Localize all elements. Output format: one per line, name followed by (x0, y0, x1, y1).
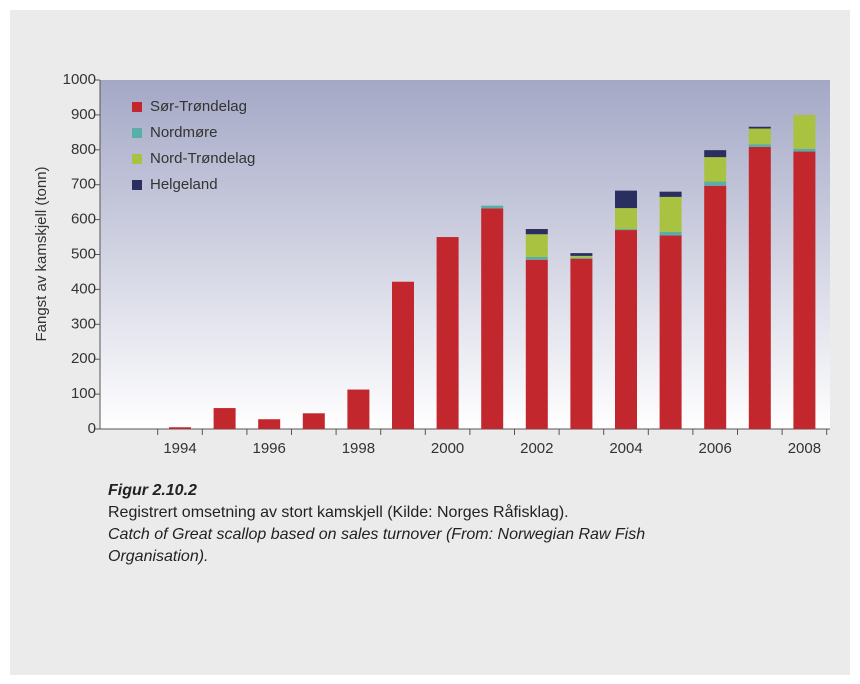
bar-segment (570, 255, 593, 258)
x-tick-label: 2000 (431, 440, 464, 457)
bar-segment (704, 150, 727, 158)
bar-segment (570, 257, 593, 259)
bar-segment (570, 253, 593, 256)
bar-segment (392, 281, 414, 429)
y-tick-label: 0 (88, 420, 96, 437)
caption-text: Registrert omsetning av stort kamskjell … (108, 504, 569, 521)
bar-segment (793, 151, 816, 430)
bar-segment (525, 259, 548, 429)
bar-segment (481, 208, 504, 429)
y-tick-label: 500 (71, 245, 96, 262)
legend-label: Nordmøre (150, 124, 218, 141)
bar-segment (793, 148, 816, 152)
caption-text-en: Catch of Great scallop based on sales tu… (108, 526, 646, 565)
bar-segment (570, 258, 593, 429)
bar-segment (169, 427, 191, 429)
legend-swatch (132, 180, 142, 190)
bar-segment (748, 144, 771, 148)
bar-segment (748, 126, 771, 129)
bar-segment (659, 191, 682, 197)
bar-segment (659, 196, 682, 232)
y-axis-label: Fangst av kamskjell (tonn) (33, 166, 50, 341)
legend-label: Nord-Trøndelag (150, 150, 255, 167)
x-tick-label: 2008 (788, 440, 821, 457)
bar-segment (748, 128, 771, 145)
y-tick-label: 400 (71, 280, 96, 297)
caption: Figur 2.10.2 Registrert omsetning av sto… (108, 480, 708, 568)
bar-segment (213, 408, 236, 429)
bar-segment (347, 389, 370, 429)
x-tick-label: 2004 (609, 440, 642, 457)
bar-segment (615, 230, 637, 429)
bar-segment (748, 147, 771, 429)
bar-segment (525, 234, 548, 257)
y-tick-label: 300 (71, 315, 96, 332)
x-tick-label: 1996 (253, 440, 286, 457)
x-tick-label: 2002 (520, 440, 553, 457)
bar-segment (481, 205, 504, 209)
y-tick-label: 800 (71, 141, 96, 158)
y-tick-label: 200 (71, 350, 96, 367)
figure-number: Figur 2.10.2 (108, 482, 197, 499)
bar-segment (302, 413, 325, 429)
legend-swatch (132, 154, 142, 164)
bar-segment (659, 235, 682, 429)
x-tick-label: 1994 (163, 440, 196, 457)
bar-segment (793, 114, 816, 149)
y-tick-label: 600 (71, 211, 96, 228)
bar-segment (615, 190, 637, 209)
bar-segment (704, 185, 727, 429)
legend-label: Sør-Trøndelag (150, 98, 247, 115)
bar-segment (525, 256, 548, 260)
bar-segment (525, 229, 548, 235)
bar-segment (436, 237, 459, 429)
y-tick-label: 100 (71, 385, 96, 402)
x-tick-label: 2006 (699, 440, 732, 457)
bar-segment (704, 157, 727, 182)
y-tick-label: 1000 (63, 71, 96, 88)
bar-segment (615, 229, 637, 231)
legend-label: Helgeland (150, 176, 218, 193)
bar-segment (615, 208, 637, 230)
legend-swatch (132, 102, 142, 112)
bar-segment (258, 419, 281, 429)
x-tick-label: 1998 (342, 440, 375, 457)
y-tick-label: 900 (71, 106, 96, 123)
bar-segment (659, 231, 682, 236)
legend-swatch (132, 128, 142, 138)
bar-segment (704, 181, 727, 186)
y-tick-label: 700 (71, 176, 96, 193)
